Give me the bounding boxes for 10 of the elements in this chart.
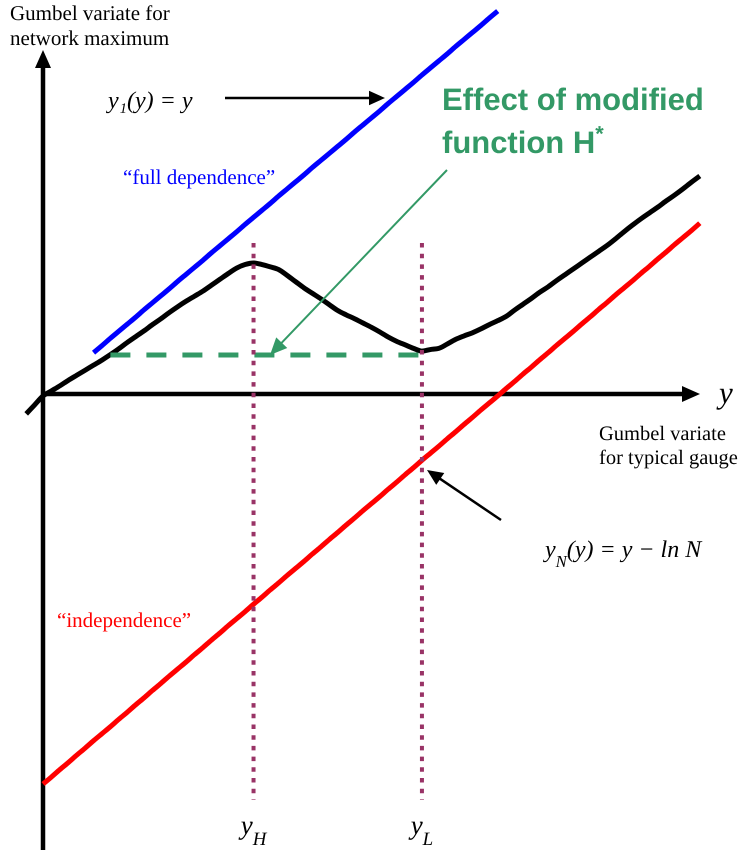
y-axis-title: Gumbel variate for network maximum — [10, 1, 170, 50]
series-label: “independence” — [57, 608, 192, 632]
annotation: y$_{N}$(y) = y − ln N — [543, 537, 704, 570]
x-tick-label: y$_{L}$ — [408, 810, 434, 850]
x-tick-label: y$_{H}$ — [238, 810, 268, 850]
annotation: Effect of modified function H$^{*}$ — [442, 82, 704, 160]
text: y — [716, 375, 733, 410]
annotation: y₁(y) = y — [106, 88, 193, 114]
x-axis-title: Gumbel variate for typical gauge — [599, 423, 738, 469]
series-label: “full dependence” — [123, 165, 276, 189]
